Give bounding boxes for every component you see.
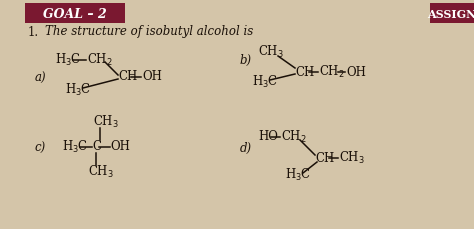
FancyBboxPatch shape xyxy=(430,3,474,23)
Text: H$_3$C: H$_3$C xyxy=(55,52,81,68)
Text: b): b) xyxy=(240,54,252,66)
Text: OH: OH xyxy=(110,141,130,153)
Text: H$_3$C: H$_3$C xyxy=(285,167,311,183)
Text: HO: HO xyxy=(258,131,278,144)
Text: H$_3$C: H$_3$C xyxy=(252,74,278,90)
Text: The structure of isobutyl alcohol is: The structure of isobutyl alcohol is xyxy=(45,25,253,38)
Text: a): a) xyxy=(35,71,46,85)
FancyBboxPatch shape xyxy=(25,3,125,23)
Text: CH: CH xyxy=(118,71,137,84)
Text: GOAL – 2: GOAL – 2 xyxy=(43,8,107,21)
Text: C: C xyxy=(92,141,101,153)
Text: CH$_3$: CH$_3$ xyxy=(258,44,284,60)
Text: ASSIGN: ASSIGN xyxy=(428,8,474,19)
Text: CH: CH xyxy=(295,65,314,79)
Text: d): d) xyxy=(240,142,252,155)
Text: CH$_3$: CH$_3$ xyxy=(88,164,114,180)
Text: OH: OH xyxy=(346,65,366,79)
Text: 1.: 1. xyxy=(28,25,39,38)
Text: CH$_3$: CH$_3$ xyxy=(93,114,119,130)
Text: CH$_2$: CH$_2$ xyxy=(87,52,113,68)
Text: CH$_2$: CH$_2$ xyxy=(281,129,307,145)
Text: c): c) xyxy=(35,142,46,155)
Text: H$_3$C: H$_3$C xyxy=(65,82,91,98)
Text: OH: OH xyxy=(142,71,162,84)
Text: CH$_3$: CH$_3$ xyxy=(339,150,365,166)
Text: CH: CH xyxy=(315,152,334,164)
Text: CH$_2$: CH$_2$ xyxy=(319,64,345,80)
Text: H$_3$C: H$_3$C xyxy=(62,139,88,155)
